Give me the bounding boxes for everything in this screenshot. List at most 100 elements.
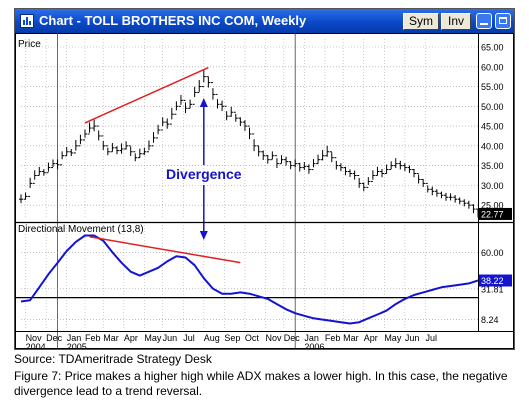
price-bar bbox=[430, 186, 435, 196]
x-month-label: Nov bbox=[26, 333, 43, 343]
price-tick-label: 60.00 bbox=[481, 62, 504, 72]
price-bar bbox=[471, 204, 476, 214]
price-bar bbox=[151, 132, 156, 147]
adx-tick-labels: 8.24 31.81 60.00 38.22 bbox=[479, 248, 512, 325]
price-bars bbox=[19, 69, 480, 218]
price-bar bbox=[293, 159, 298, 168]
price-bar bbox=[60, 151, 65, 166]
chart-frame bbox=[15, 33, 514, 349]
price-bar bbox=[142, 147, 147, 155]
price-bar bbox=[133, 151, 138, 162]
price-bar bbox=[19, 194, 23, 204]
price-bar bbox=[156, 124, 161, 139]
price-bar bbox=[448, 193, 453, 201]
x-month-label: May bbox=[144, 333, 162, 343]
price-bar bbox=[274, 155, 279, 169]
x-month-label: Oct bbox=[245, 333, 260, 343]
x-month-label: Aug bbox=[204, 333, 220, 343]
price-trendline-group bbox=[84, 66, 209, 124]
price-bar bbox=[256, 145, 261, 157]
sym-button[interactable]: Sym bbox=[403, 13, 439, 30]
price-bar bbox=[165, 118, 170, 129]
price-bar bbox=[233, 111, 238, 122]
price-bar bbox=[288, 161, 293, 170]
inv-button[interactable]: Inv bbox=[441, 13, 471, 30]
price-trendline bbox=[84, 66, 209, 124]
adx-tick-label: 8.24 bbox=[481, 315, 499, 325]
price-bar bbox=[320, 150, 325, 161]
price-tick-label: 30.00 bbox=[481, 181, 504, 191]
x-month-label: Mar bbox=[343, 333, 359, 343]
adx-line bbox=[20, 234, 479, 325]
price-bar bbox=[402, 163, 407, 172]
price-bar bbox=[306, 164, 311, 174]
price-tick-label: 65.00 bbox=[481, 43, 504, 53]
x-month-label: Apr bbox=[364, 333, 378, 343]
price-bar bbox=[174, 101, 179, 115]
price-bar bbox=[366, 177, 371, 188]
window-title: Chart - TOLL BROTHERS INC COM, Weekly bbox=[39, 13, 307, 28]
adx-panel-label: Directional Movement (13,8) bbox=[18, 224, 144, 235]
x-year-label: 2005 bbox=[67, 342, 87, 349]
x-month-label: Dec bbox=[46, 333, 63, 343]
x-month-label: Apr bbox=[124, 333, 138, 343]
price-bar bbox=[192, 86, 197, 105]
price-bar bbox=[252, 133, 257, 152]
price-panel-label: Price bbox=[18, 39, 41, 50]
price-tick-label: 35.00 bbox=[481, 161, 504, 171]
price-bar bbox=[407, 165, 412, 173]
price-bar bbox=[92, 119, 97, 132]
adx-tick-label: 60.00 bbox=[481, 248, 504, 258]
x-month-label: May bbox=[384, 333, 402, 343]
price-bar bbox=[160, 117, 165, 131]
last-price-label: 22.77 bbox=[481, 209, 504, 219]
price-bar bbox=[247, 125, 252, 140]
price-bar bbox=[183, 99, 188, 114]
price-bar bbox=[329, 151, 334, 163]
price-bar bbox=[343, 166, 348, 176]
price-tick-label: 25.00 bbox=[481, 201, 504, 211]
x-year-label: 2004 bbox=[26, 342, 46, 349]
price-bar bbox=[398, 160, 403, 170]
title-bar[interactable]: Chart - TOLL BROTHERS INC COM, Weekly Sy… bbox=[15, 9, 514, 33]
price-bar bbox=[421, 178, 426, 187]
chart-app-icon bbox=[20, 14, 34, 28]
price-bar bbox=[96, 125, 101, 141]
price-grid bbox=[21, 33, 478, 348]
price-bar bbox=[210, 82, 215, 100]
price-tick-label: 55.00 bbox=[481, 82, 504, 92]
price-bar bbox=[124, 141, 129, 150]
price-bar bbox=[28, 177, 33, 197]
price-bar bbox=[375, 166, 380, 176]
x-month-label: Mar bbox=[103, 333, 119, 343]
price-bar bbox=[55, 159, 60, 170]
minimize-button[interactable] bbox=[476, 13, 492, 29]
price-bar bbox=[201, 69, 206, 88]
price-bar bbox=[457, 197, 462, 205]
price-bar bbox=[242, 120, 247, 131]
maximize-icon bbox=[499, 17, 507, 24]
figure-caption: Figure 7: Price makes a higher high whil… bbox=[14, 369, 508, 398]
divergence-annotation: Divergence bbox=[166, 98, 242, 240]
price-bar bbox=[434, 189, 439, 197]
divergence-label: Divergence bbox=[166, 166, 242, 182]
price-bar bbox=[380, 168, 385, 178]
price-bar bbox=[425, 182, 430, 193]
price-bar bbox=[297, 162, 302, 172]
price-bar bbox=[389, 161, 394, 171]
price-bar bbox=[119, 143, 124, 154]
maximize-button[interactable] bbox=[495, 13, 511, 29]
price-bar bbox=[41, 169, 46, 176]
price-bar bbox=[444, 192, 449, 201]
source-caption: Source: TDAmeritrade Strategy Desk bbox=[14, 352, 212, 366]
price-bar bbox=[348, 169, 353, 177]
price-bar bbox=[284, 156, 289, 166]
price-bar bbox=[370, 170, 375, 182]
price-tick-label: 50.00 bbox=[481, 102, 504, 112]
x-axis-labels: Nov Dec Jan Feb Mar Apr May Jun Jul Aug Sep Oct Nov D… bbox=[26, 333, 437, 349]
price-bar bbox=[338, 163, 343, 172]
x-month-label: Nov bbox=[265, 333, 282, 343]
price-bar bbox=[50, 159, 55, 169]
adx-grid bbox=[21, 225, 478, 330]
x-month-label: Jul bbox=[425, 333, 437, 343]
